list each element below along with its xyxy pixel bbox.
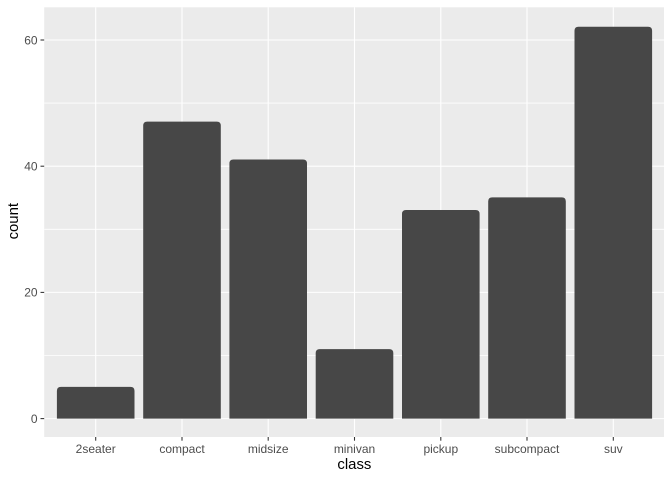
svg-text:20: 20 xyxy=(24,286,38,300)
svg-text:compact: compact xyxy=(159,442,205,456)
svg-text:pickup: pickup xyxy=(423,442,458,456)
svg-text:0: 0 xyxy=(31,412,38,426)
svg-text:count: count xyxy=(6,202,22,239)
svg-text:midsize: midsize xyxy=(248,442,289,456)
svg-text:minivan: minivan xyxy=(334,442,375,456)
svg-text:40: 40 xyxy=(24,160,38,174)
svg-text:suv: suv xyxy=(604,442,623,456)
svg-text:subcompact: subcompact xyxy=(495,442,560,456)
svg-text:60: 60 xyxy=(24,33,38,47)
svg-text:class: class xyxy=(337,457,371,473)
svg-text:2seater: 2seater xyxy=(76,442,116,456)
